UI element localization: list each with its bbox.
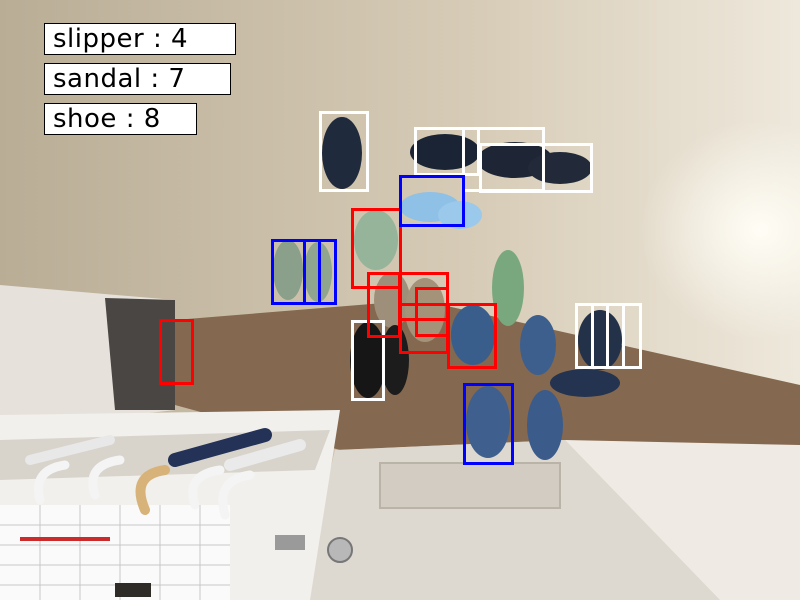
sandal-box — [159, 319, 194, 385]
sandal-box — [399, 303, 449, 354]
shoe-box — [414, 127, 480, 176]
sandal-box — [351, 208, 402, 289]
slipper-box — [399, 175, 465, 227]
sandal-count-label: sandal : 7 — [44, 63, 231, 95]
wall-panel — [105, 298, 175, 410]
cabinet-panel — [379, 462, 561, 509]
slipper-count-label: slipper : 4 — [44, 23, 236, 55]
sandal-box — [367, 272, 401, 338]
slipper-box — [271, 239, 321, 305]
hinge — [275, 535, 305, 550]
slipper-box — [303, 239, 337, 305]
slipper-box — [463, 383, 514, 465]
sandal-box — [447, 303, 497, 369]
shoe-count-label: shoe : 8 — [44, 103, 197, 135]
cabinet-right — [565, 440, 800, 600]
umbrellas — [25, 428, 306, 520]
light-glare — [640, 120, 800, 340]
shoe-box — [319, 111, 369, 192]
shoe-box — [606, 303, 642, 369]
poster — [0, 505, 230, 600]
shoe-box — [479, 143, 593, 193]
door-knob — [327, 537, 353, 563]
